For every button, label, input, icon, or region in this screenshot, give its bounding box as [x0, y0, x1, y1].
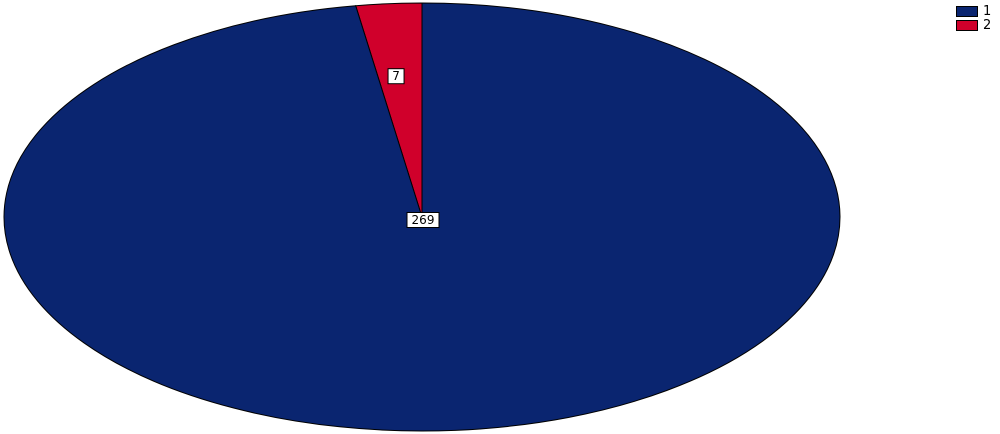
data-label-box — [406, 212, 440, 228]
legend-label-2: 2 — [983, 17, 992, 33]
pie-slices — [3, 2, 841, 432]
data-label-text: 269 — [412, 213, 435, 227]
chart-legend: 1 2 — [956, 4, 991, 32]
legend-swatch-1 — [956, 5, 978, 17]
data-label-1: 269 — [406, 212, 440, 228]
pie-data-labels: 269 7 — [387, 68, 440, 228]
data-label-box — [387, 68, 405, 85]
legend-item-1: 1 — [956, 4, 991, 18]
pie-slice-1 — [3, 2, 841, 432]
data-label-text: 7 — [392, 69, 400, 83]
data-label-2: 7 — [387, 68, 405, 85]
legend-swatch-2 — [956, 19, 978, 31]
legend-label-1: 1 — [983, 3, 992, 19]
legend-item-2: 2 — [956, 18, 991, 32]
